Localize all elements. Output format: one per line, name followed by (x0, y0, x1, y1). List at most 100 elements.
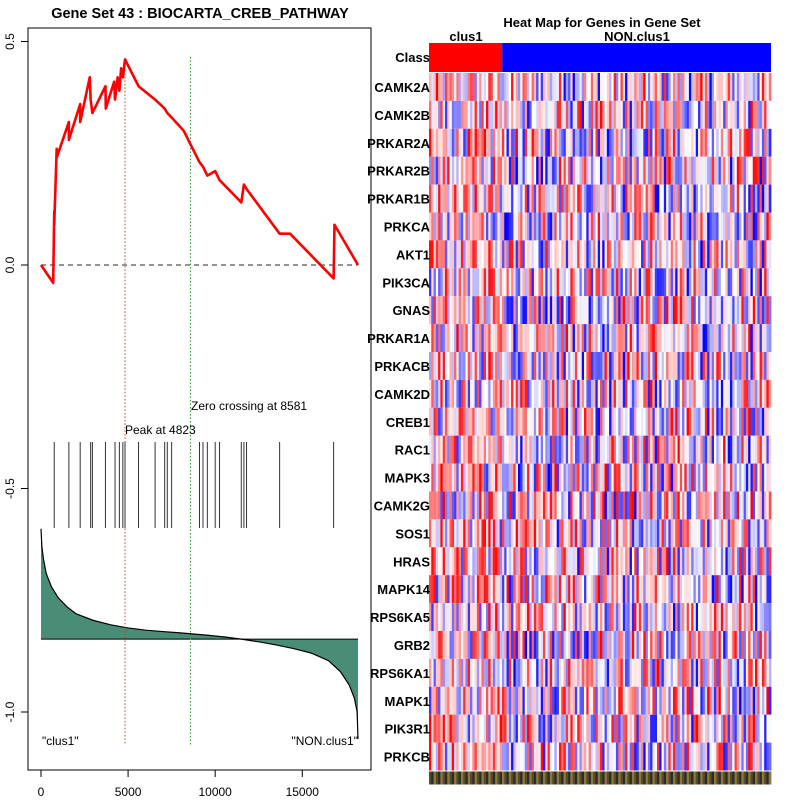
heatmap-cell (615, 296, 619, 325)
heatmap-cell (600, 575, 603, 604)
heatmap-footer-strip (588, 771, 592, 785)
heatmap-cell (613, 73, 617, 101)
heatmap-cell (638, 547, 642, 576)
heatmap-cell (458, 212, 462, 241)
heatmap-cell (732, 128, 735, 157)
heatmap-cell (447, 742, 450, 771)
heatmap-cell (438, 742, 441, 771)
heatmap-cell (729, 742, 733, 771)
heatmap-cell (497, 435, 501, 464)
heatmap-cell (661, 407, 665, 436)
heatmap-cell (444, 184, 448, 213)
heatmap-cell (666, 463, 669, 492)
heatmap-cell (759, 73, 763, 101)
heatmap-cell (629, 73, 633, 101)
heatmap-cell (547, 128, 551, 157)
heatmap-cell (663, 212, 667, 241)
heatmap-cell (438, 156, 441, 185)
heatmap-cell (755, 100, 758, 129)
heatmap-cell (454, 547, 457, 576)
heatmap-cell (506, 547, 510, 576)
heatmap-cell (442, 742, 446, 771)
heatmap-cell (438, 463, 441, 492)
heatmap-cell (704, 463, 708, 492)
heatmap-cell (688, 547, 692, 576)
heatmap-cell (650, 184, 653, 213)
heatmap-cell (527, 128, 530, 157)
heatmap-cell (759, 268, 763, 297)
heatmap-cell (547, 352, 551, 380)
heatmap-cell (595, 100, 599, 129)
heatmap-cell (558, 407, 562, 436)
heatmap-cell (527, 435, 530, 464)
heatmap-cell (709, 435, 713, 464)
heatmap-cell (732, 519, 735, 548)
heatmap-cell (570, 184, 574, 213)
heatmap-cell (433, 491, 437, 520)
gene-label: MAPK1 (384, 694, 430, 709)
heatmap-cell (554, 100, 558, 129)
heatmap-cell (581, 575, 585, 604)
heatmap-cell (675, 547, 678, 576)
heatmap-cell (584, 268, 587, 297)
heatmap-cell (634, 547, 637, 576)
heatmap-cell (613, 128, 617, 157)
heatmap-cell (549, 352, 553, 380)
heatmap-cell (558, 184, 562, 213)
heatmap-cell (764, 742, 767, 771)
heatmap-cell (572, 491, 576, 520)
heatmap-cell (456, 603, 460, 631)
heatmap-cell (718, 352, 722, 380)
heatmap-cell (672, 324, 676, 352)
heatmap-cell (586, 240, 589, 269)
heatmap-cell (707, 352, 710, 380)
heatmap-cell (440, 268, 444, 297)
heatmap-cell (556, 184, 560, 213)
heatmap-cell (497, 268, 501, 297)
heatmap-cell (440, 296, 444, 325)
heatmap-cell (604, 407, 608, 436)
heatmap-cell (442, 603, 446, 631)
gene-label: PRKAR2B (367, 164, 430, 179)
heatmap-cell (506, 519, 510, 548)
heatmap-cell (748, 156, 751, 185)
heatmap-cell (752, 714, 756, 743)
heatmap-cell (729, 379, 733, 408)
heatmap-cell (597, 379, 601, 408)
heatmap-cell (686, 603, 690, 631)
heatmap-cell (456, 128, 460, 157)
heatmap-cell (481, 519, 485, 548)
heatmap-cell (732, 240, 735, 269)
heatmap-cell (723, 268, 726, 297)
heatmap-cell (711, 212, 715, 241)
heatmap-cell (520, 714, 523, 743)
heatmap-cell (547, 324, 551, 352)
heatmap-cell (679, 352, 683, 380)
heatmap-cell (458, 547, 462, 576)
heatmap-title: Heat Map for Genes in Gene Set (503, 15, 701, 30)
heatmap-cell (720, 547, 724, 576)
heatmap-cell (524, 100, 528, 129)
heatmap-cell (768, 547, 772, 576)
heatmap-cell (581, 658, 585, 687)
heatmap-cell (739, 631, 742, 659)
heatmap-cell (615, 268, 619, 297)
heatmap-footer-strip (625, 771, 628, 785)
heatmap-cell (568, 379, 571, 408)
heatmap-row (429, 324, 772, 352)
heatmap-cell (684, 352, 688, 380)
heatmap-cell (695, 714, 699, 743)
heatmap-cell (629, 268, 633, 297)
heatmap-cell (602, 491, 605, 520)
heatmap-cell (604, 742, 608, 771)
heatmap-cell (734, 407, 738, 436)
heatmap-cell (736, 73, 740, 101)
heatmap-cell (695, 407, 699, 436)
heatmap-cell (435, 658, 439, 687)
heatmap-cell (554, 575, 558, 604)
heatmap-cell (670, 100, 674, 129)
heatmap-cell (688, 742, 692, 771)
heatmap-cell (588, 603, 592, 631)
heatmap-cell (698, 100, 701, 129)
heatmap-cell (698, 352, 701, 380)
